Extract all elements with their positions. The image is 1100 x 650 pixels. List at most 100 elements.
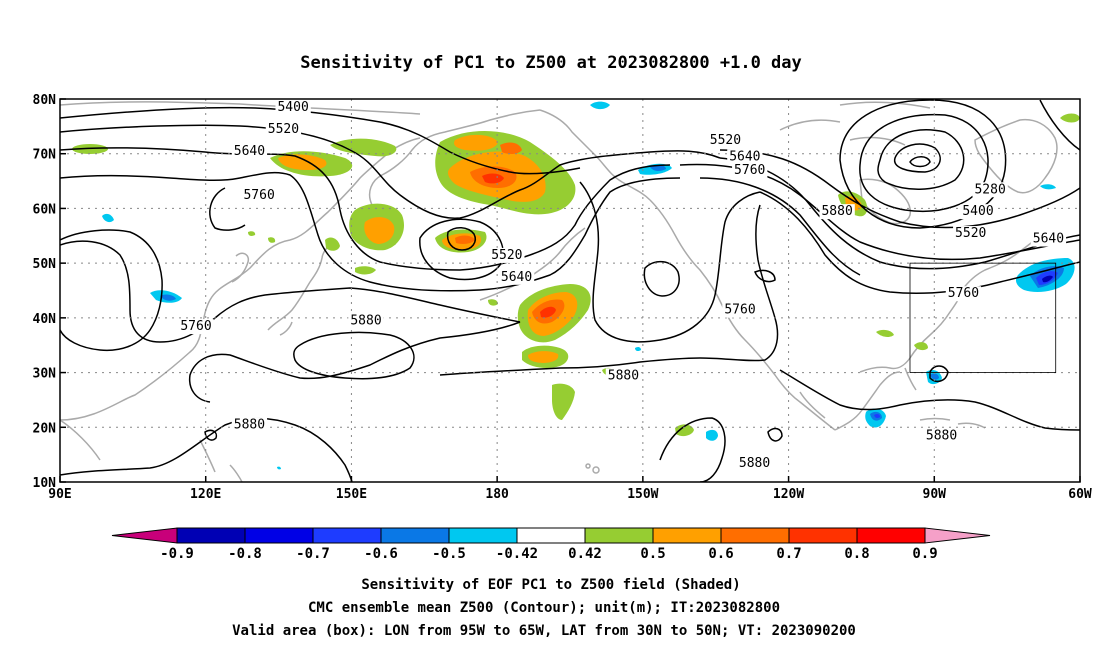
lon-tick-label: 120W bbox=[773, 487, 804, 502]
contour-label-background bbox=[819, 204, 855, 220]
colorbar-tick-label: -0.42 bbox=[496, 546, 538, 562]
contour-label: 5520 bbox=[955, 226, 986, 241]
contour-label: 5520 bbox=[268, 122, 299, 137]
caption-line-1: Sensitivity of EOF PC1 to Z500 field (Sh… bbox=[361, 577, 740, 593]
valid-area-box bbox=[909, 262, 1057, 373]
contour-label: 5760 bbox=[948, 286, 979, 301]
contour-label-background bbox=[707, 133, 744, 149]
colorbar-tick-label: 0.5 bbox=[640, 546, 665, 562]
contour-label: 5400 bbox=[277, 100, 308, 115]
contour-label-background bbox=[1030, 231, 1067, 247]
contour-label: 5880 bbox=[608, 368, 639, 383]
contour-label: 5640 bbox=[729, 149, 760, 164]
colorbar-tick-label: -0.5 bbox=[432, 546, 466, 562]
map-frame bbox=[59, 98, 1081, 483]
contour-label: 5880 bbox=[926, 428, 957, 443]
contour-label-background bbox=[498, 269, 535, 285]
colorbar-tick-label: 0.6 bbox=[708, 546, 733, 562]
contour-label-background bbox=[605, 368, 642, 384]
colorbar-bin bbox=[720, 527, 790, 544]
contour-label: 5640 bbox=[501, 270, 532, 285]
colorbar-tick-label: -0.6 bbox=[364, 546, 398, 562]
colorbar-bin bbox=[856, 527, 926, 544]
colorbar-bin bbox=[244, 527, 314, 544]
colorbar-tick-label: 0.7 bbox=[776, 546, 801, 562]
colorbar-tick-label: -0.9 bbox=[160, 546, 194, 562]
lat-tick-label: 10N bbox=[33, 476, 57, 491]
colorbar: -0.9 -0.8 -0.7 -0.6 -0.5 -0.42 0.42 0.5 0.6 0.7 0.… bbox=[111, 527, 991, 562]
lon-tick-label: 60W bbox=[1068, 487, 1092, 502]
contour-label: 5760 bbox=[724, 303, 755, 318]
contour-label-background bbox=[348, 313, 384, 329]
latitude-axis: 10N 20N 30N 40N 50N 60N 70N 80N bbox=[33, 93, 66, 491]
colorbar-bin bbox=[788, 527, 858, 544]
chart-title: Sensitivity of PC1 to Z500 at 2023082800… bbox=[300, 53, 802, 73]
contour-label: 5400 bbox=[962, 204, 993, 219]
caption-line-2: CMC ensemble mean Z500 (Contour); unit(m… bbox=[308, 600, 780, 616]
colorbar-bin bbox=[516, 527, 586, 544]
lat-tick-label: 70N bbox=[33, 148, 57, 163]
captions: Sensitivity of EOF PC1 to Z500 field (Sh… bbox=[232, 577, 856, 639]
colorbar-bin bbox=[176, 527, 246, 544]
contour-label-background bbox=[231, 417, 268, 433]
z500-contours bbox=[60, 99, 1080, 482]
contour-label: 5760 bbox=[243, 188, 274, 203]
contour-label-background bbox=[265, 122, 302, 138]
contour-label: 5880 bbox=[739, 456, 770, 471]
lat-tick-label: 20N bbox=[33, 421, 57, 436]
contour-label: 5760 bbox=[180, 319, 211, 334]
lat-tick-label: 30N bbox=[33, 367, 57, 382]
lon-tick-label: 90E bbox=[48, 487, 71, 502]
colorbar-tick-label: 0.9 bbox=[912, 546, 937, 562]
lat-tick-label: 60N bbox=[33, 202, 57, 217]
contour-label-background bbox=[722, 302, 758, 318]
colorbar-bin bbox=[312, 527, 382, 544]
colorbar-tick-label: 0.42 bbox=[568, 546, 602, 562]
caption-line-3: Valid area (box): LON from 95W to 65W, L… bbox=[232, 623, 856, 639]
contour-label-background bbox=[727, 149, 763, 165]
colorbar-under-arrow bbox=[111, 527, 178, 544]
contour-label: 5640 bbox=[234, 144, 265, 159]
contour-label: 5520 bbox=[710, 133, 741, 148]
contour-label-background bbox=[953, 226, 989, 242]
lon-tick-label: 120E bbox=[190, 487, 221, 502]
graticule bbox=[60, 99, 1080, 482]
lat-tick-label: 50N bbox=[33, 257, 57, 272]
lon-tick-label: 150E bbox=[336, 487, 367, 502]
colorbar-tick-label: -0.8 bbox=[228, 546, 262, 562]
lon-tick-label: 150W bbox=[627, 487, 658, 502]
sensitivity-shading bbox=[72, 101, 1080, 470]
lon-tick-label: 90W bbox=[923, 487, 947, 502]
colorbar-bin bbox=[448, 527, 518, 544]
contour-label: 5520 bbox=[491, 248, 522, 263]
contour-label: 5760 bbox=[734, 163, 765, 178]
lat-tick-label: 40N bbox=[33, 312, 57, 327]
contour-label-background bbox=[275, 100, 311, 116]
contour-label: 5880 bbox=[350, 314, 381, 329]
contour-label-background bbox=[923, 428, 960, 444]
contour-label-background bbox=[972, 182, 1008, 198]
contour-label-background bbox=[241, 187, 277, 203]
colorbar-bin bbox=[584, 527, 654, 544]
contour-label: 5280 bbox=[974, 182, 1005, 197]
contour-label-background bbox=[732, 163, 768, 179]
lon-tick-label: 180 bbox=[485, 487, 509, 502]
colorbar-over-arrow bbox=[924, 527, 991, 544]
contour-label-background bbox=[489, 247, 525, 263]
contour-label-background bbox=[960, 204, 996, 220]
colorbar-tick-label: -0.7 bbox=[296, 546, 330, 562]
colorbar-bin bbox=[652, 527, 722, 544]
contour-label-background bbox=[231, 143, 268, 159]
contour-label-background bbox=[178, 319, 214, 335]
contour-label: 5880 bbox=[234, 418, 265, 433]
contour-label: 5640 bbox=[1033, 232, 1064, 247]
contour-label-background bbox=[736, 455, 773, 471]
longitude-axis: 90E 120E 150E 180 150W 120W 90W 60W bbox=[48, 476, 1092, 502]
contour-label: 5880 bbox=[821, 204, 852, 219]
lat-tick-label: 80N bbox=[33, 93, 57, 108]
contour-label-background bbox=[945, 286, 982, 302]
colorbar-tick-label: 0.8 bbox=[844, 546, 869, 562]
colorbar-bin bbox=[380, 527, 450, 544]
